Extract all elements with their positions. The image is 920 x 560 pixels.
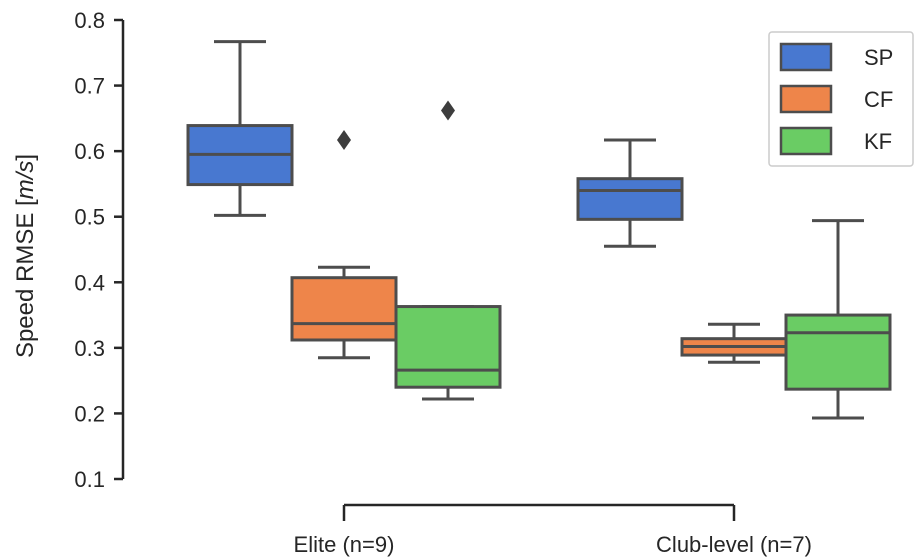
y-tick-label-2: 0.3 [74, 336, 105, 361]
box-KF-0 [394, 100, 502, 401]
y-axis-title-main: Speed RMSE [ [12, 199, 39, 358]
x-tick-label-1: Club-level (n=7) [656, 532, 812, 557]
y-tick-label-0: 0.1 [74, 467, 105, 492]
box-iqr [394, 305, 502, 389]
y-tick-label-5: 0.6 [74, 139, 105, 164]
plot-area [186, 40, 892, 420]
legend-swatch-CF [779, 84, 833, 114]
outlier-0 [337, 129, 351, 150]
legend-label-SP: SP [864, 45, 893, 70]
legend-label-KF: KF [864, 129, 892, 154]
y-axis: 0.1 0.2 0.3 0.4 0.5 0.6 0.7 0.8 [74, 8, 125, 492]
y-tick-label-4: 0.5 [74, 205, 105, 230]
y-tick-label-7: 0.8 [74, 8, 105, 33]
x-axis: Elite (n=9) Club-level (n=7) [294, 503, 812, 557]
y-axis-title: Speed RMSE [m/s] [12, 154, 39, 358]
box-SP-0 [186, 40, 294, 217]
x-tick-label-0: Elite (n=9) [294, 532, 395, 557]
box-SP-1 [576, 138, 684, 248]
box-iqr [290, 276, 398, 342]
box-iqr [784, 313, 892, 391]
legend-swatch-KF [779, 126, 833, 156]
legend-swatch-SP [779, 42, 833, 72]
outlier-0 [441, 100, 455, 121]
y-tick-label-6: 0.7 [74, 74, 105, 99]
y-tick-label-3: 0.4 [74, 270, 105, 295]
y-tick-label-1: 0.2 [74, 401, 105, 426]
legend: SP CF KF [768, 31, 914, 167]
legend-label-CF: CF [864, 87, 893, 112]
y-axis-title-close: ] [12, 154, 39, 161]
y-axis-title-unit: m/s [12, 161, 39, 200]
box-CF-0 [290, 129, 398, 360]
box-CF-1 [680, 322, 788, 364]
box-KF-1 [784, 219, 892, 420]
box-iqr [576, 177, 684, 221]
